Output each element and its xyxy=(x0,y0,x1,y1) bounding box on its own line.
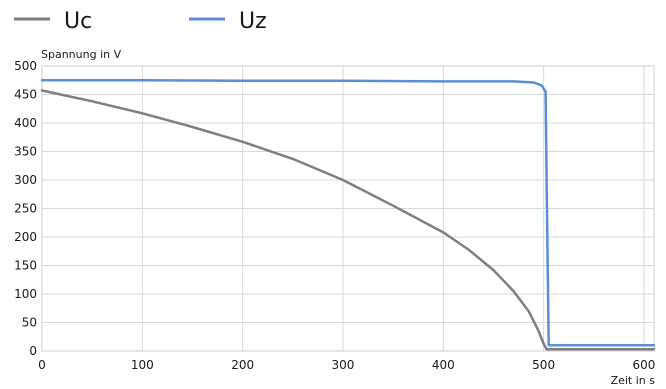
plot-frame xyxy=(41,65,655,352)
y-tick-label: 50 xyxy=(22,316,37,330)
y-tick-label: 100 xyxy=(14,287,37,301)
grid xyxy=(41,65,654,352)
y-tick-label: 250 xyxy=(14,202,37,216)
y-axis-ticks: 0 50 100 150 200 250 300 350 400 450 500 xyxy=(14,59,37,358)
x-tick-label: 300 xyxy=(332,358,355,372)
y-tick-label: 150 xyxy=(14,259,37,273)
x-axis-title: Zeit in s xyxy=(611,374,656,385)
x-axis-ticks: 0 100 200 300 400 500 600 xyxy=(38,358,655,372)
x-tick-label: 200 xyxy=(231,358,254,372)
x-tick-label: 400 xyxy=(432,358,455,372)
y-tick-label: 200 xyxy=(14,230,37,244)
legend: Uc Uz xyxy=(14,9,267,34)
y-tick-label: 350 xyxy=(14,145,37,159)
y-axis-title: Spannung in V xyxy=(41,48,122,61)
y-tick-label: 400 xyxy=(14,116,37,130)
y-tick-label: 0 xyxy=(29,344,37,358)
legend-label-uc: Uc xyxy=(64,9,92,34)
y-tick-label: 300 xyxy=(14,173,37,187)
x-tick-label: 600 xyxy=(633,358,656,372)
series-lines xyxy=(40,79,656,351)
x-tick-label: 0 xyxy=(38,358,46,372)
y-tick-label: 500 xyxy=(14,59,37,73)
y-tick-label: 450 xyxy=(14,88,37,102)
x-tick-label: 500 xyxy=(532,358,555,372)
legend-label-uz: Uz xyxy=(239,9,267,34)
series-line-uc xyxy=(40,89,656,351)
series-line-uz xyxy=(40,79,656,347)
x-tick-label: 100 xyxy=(131,358,154,372)
